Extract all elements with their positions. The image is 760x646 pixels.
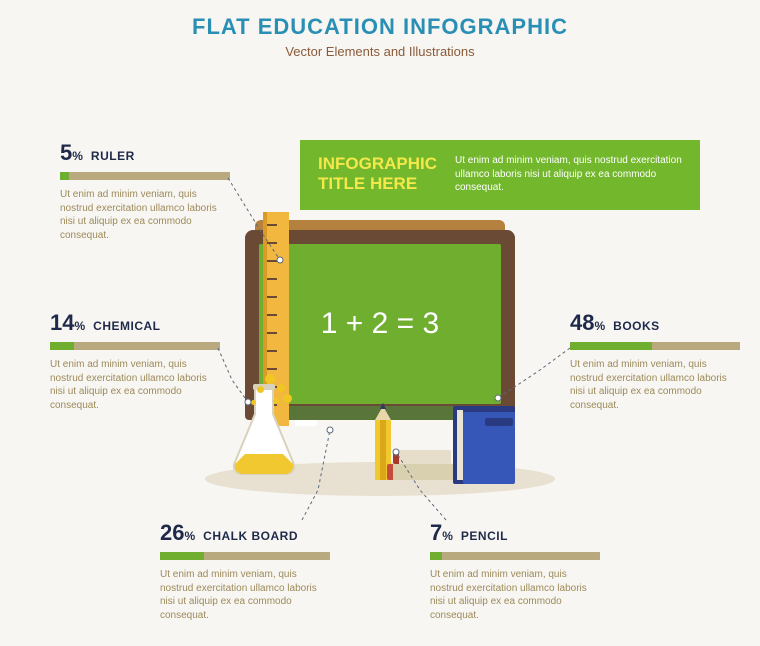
stat-label: CHALK BOARD (203, 529, 298, 543)
chalkboard-equation: 1 + 2 = 3 (321, 307, 439, 341)
stat-desc: Ut enim ad minim veniam, quis nostrud ex… (60, 188, 230, 242)
title-box-desc: Ut enim ad minim veniam, quis nostrud ex… (455, 154, 682, 196)
title-box-line2: TITLE HERE (318, 174, 437, 194)
header: FLAT EDUCATION INFOGRAPHIC Vector Elemen… (0, 0, 760, 59)
education-illustration: 1 + 2 = 3 (225, 230, 535, 490)
stat-pct-value: 5 (60, 140, 72, 165)
stat-pct-suffix: % (442, 529, 453, 543)
title-box-heading: INFOGRAPHIC TITLE HERE (318, 154, 437, 196)
stat-pct-value: 7 (430, 520, 442, 545)
stat-desc: Ut enim ad minim veniam, quis nostrud ex… (430, 568, 600, 622)
stat-pct-suffix: % (184, 529, 195, 543)
stat-pct-suffix: % (74, 319, 85, 333)
stat-chalkboard: 26% CHALK BOARD Ut enim ad minim veniam, … (160, 520, 330, 622)
flask-icon (227, 382, 301, 482)
stat-pct-value: 26 (160, 520, 184, 545)
standing-book-icon (453, 398, 515, 484)
stat-pct-suffix: % (72, 149, 83, 163)
stat-pct-value: 48 (570, 310, 594, 335)
stat-pct-value: 14 (50, 310, 74, 335)
stat-label: CHEMICAL (93, 319, 160, 333)
stat-chemical: 14% CHEMICAL Ut enim ad minim veniam, qui… (50, 310, 220, 412)
progress-bar (50, 342, 220, 350)
progress-bar (60, 172, 230, 180)
subtitle: Vector Elements and Illustrations (0, 44, 760, 59)
stat-desc: Ut enim ad minim veniam, quis nostrud ex… (160, 568, 330, 622)
stat-label: PENCIL (461, 529, 508, 543)
stat-ruler: 5% RULER Ut enim ad minim veniam, quis no… (60, 140, 230, 242)
stat-books: 48% BOOKS Ut enim ad minim veniam, quis n… (570, 310, 740, 412)
stat-desc: Ut enim ad minim veniam, quis nostrud ex… (50, 358, 220, 412)
progress-bar (570, 342, 740, 350)
chalkboard-surface: 1 + 2 = 3 (259, 244, 501, 404)
progress-bar (430, 552, 600, 560)
stat-pencil: 7% PENCIL Ut enim ad minim veniam, quis n… (430, 520, 600, 622)
stat-desc: Ut enim ad minim veniam, quis nostrud ex… (570, 358, 740, 412)
stat-label: BOOKS (613, 319, 660, 333)
stat-pct-suffix: % (594, 319, 605, 333)
title-box-line1: INFOGRAPHIC (318, 154, 437, 174)
title-box: INFOGRAPHIC TITLE HERE Ut enim ad minim … (300, 140, 700, 210)
stat-label: RULER (91, 149, 135, 163)
progress-bar (160, 552, 330, 560)
book-stack-icon (387, 446, 457, 480)
main-title: FLAT EDUCATION INFOGRAPHIC (0, 14, 760, 40)
